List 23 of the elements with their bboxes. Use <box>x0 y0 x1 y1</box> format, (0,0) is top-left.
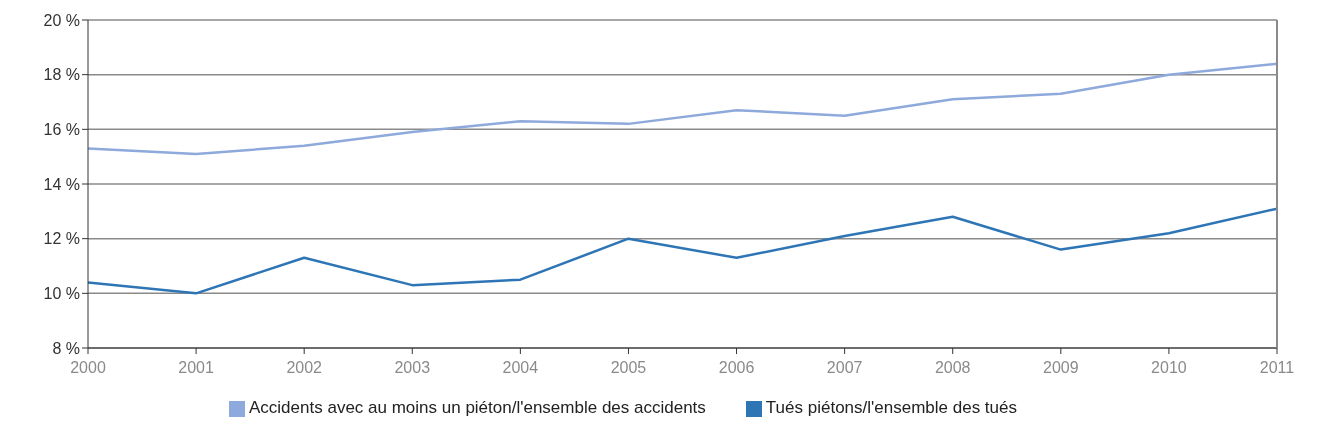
line-series <box>88 62 1277 156</box>
x-tick-label: 2009 <box>1043 359 1079 377</box>
legend-label: Accidents avec au moins un piéton/l'ensemble des accidents <box>249 398 706 417</box>
y-tick-label: 10 % <box>43 285 80 303</box>
x-tick-label: 2011 <box>1259 359 1295 377</box>
y-tick-label: 16 % <box>43 121 80 139</box>
x-tick-label: 2004 <box>502 359 539 377</box>
x-tick-label: 2003 <box>394 359 431 377</box>
x-tick-label: 2008 <box>934 359 971 377</box>
x-tick-label: 2006 <box>718 359 755 377</box>
y-tick-label: 8 % <box>52 339 80 357</box>
x-tick-label: 2005 <box>610 359 647 377</box>
x-tick-label: 2002 <box>286 359 323 377</box>
x-tick-label: 2000 <box>70 359 106 377</box>
x-tick-label: 2010 <box>1151 359 1187 377</box>
y-tick-label: 12 % <box>43 230 80 248</box>
y-tick-label: 20 % <box>43 11 80 29</box>
y-tick-label: 18 % <box>43 66 80 84</box>
x-tick-label: 2001 <box>178 359 214 377</box>
x-tick-label: 2007 <box>826 359 863 377</box>
legend-label: Tués piétons/l'ensemble des tués <box>765 398 1017 417</box>
y-tick-label: 14 % <box>43 175 80 193</box>
line-series <box>88 207 1277 295</box>
